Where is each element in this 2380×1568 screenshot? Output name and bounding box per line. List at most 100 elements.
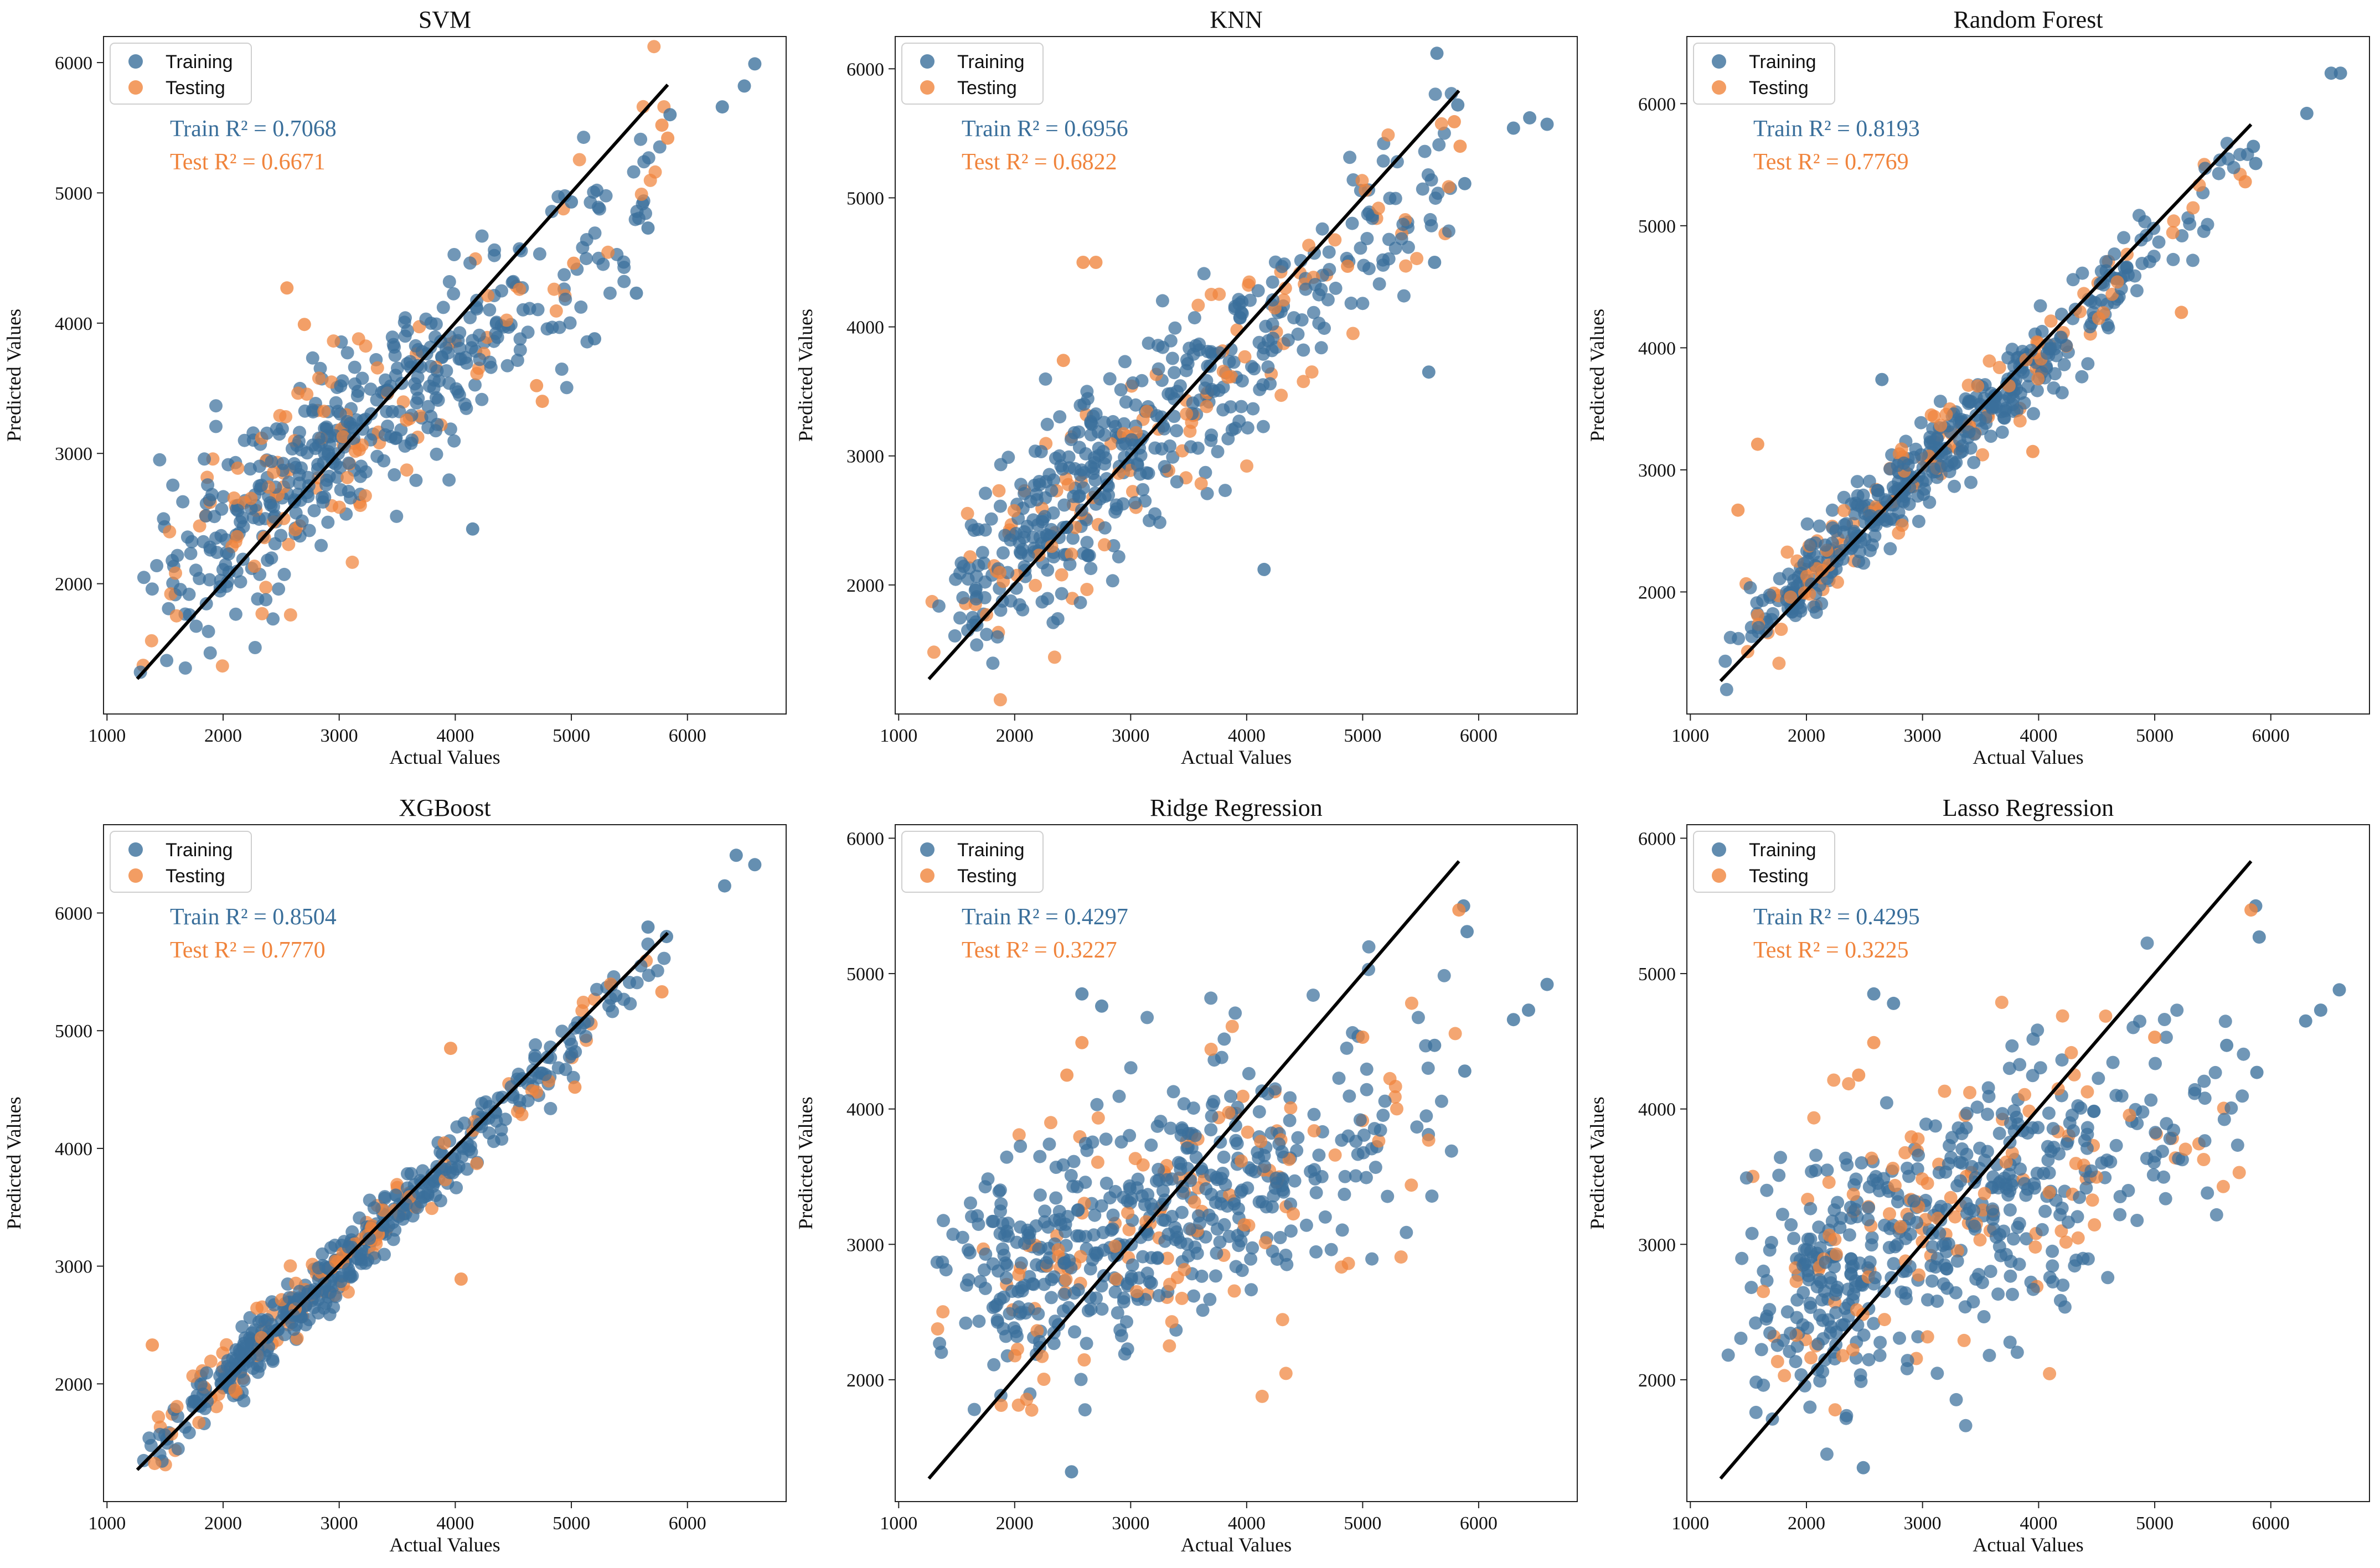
training-point bbox=[1175, 1205, 1189, 1219]
training-point bbox=[238, 433, 251, 447]
training-point bbox=[1103, 1191, 1117, 1205]
training-point bbox=[2217, 1112, 2231, 1126]
training-point bbox=[1888, 1240, 1902, 1254]
training-point bbox=[1078, 1137, 1092, 1150]
training-point bbox=[630, 976, 644, 990]
training-point bbox=[2042, 1166, 2056, 1179]
training-point bbox=[1818, 538, 1832, 552]
training-point bbox=[2078, 1134, 2092, 1147]
training-point bbox=[1855, 1156, 1868, 1169]
training-point bbox=[1136, 1250, 1150, 1264]
testing-point bbox=[169, 566, 182, 580]
testing-point bbox=[994, 1399, 1008, 1412]
legend: Training Testing bbox=[901, 831, 1044, 893]
training-point bbox=[411, 391, 425, 405]
testing-point bbox=[1780, 545, 1794, 559]
legend-testing-marker bbox=[1712, 80, 1726, 95]
legend-box bbox=[110, 831, 252, 893]
training-point bbox=[1312, 317, 1326, 330]
y-tick-label: 5000 bbox=[55, 1021, 92, 1042]
training-point bbox=[603, 286, 617, 300]
training-point bbox=[1749, 1316, 1763, 1330]
training-point bbox=[1032, 475, 1046, 488]
training-point bbox=[1899, 1292, 1913, 1306]
training-point bbox=[1911, 1162, 1924, 1176]
training-point bbox=[990, 630, 1004, 644]
testing-point bbox=[1059, 1272, 1073, 1286]
testing-point bbox=[1927, 410, 1941, 423]
training-point bbox=[1013, 598, 1026, 612]
training-point bbox=[2040, 346, 2054, 360]
training-point bbox=[1801, 1269, 1815, 1282]
training-point bbox=[1346, 1026, 1360, 1039]
chart-panel-1: SVM 1000 2000 3000 4000 5000 6000 2000 3000 4000 5… bbox=[3, 6, 787, 768]
training-point bbox=[1252, 1105, 1266, 1119]
training-point bbox=[1192, 343, 1206, 357]
training-point bbox=[1206, 1098, 1219, 1112]
testing-point bbox=[1238, 350, 1252, 364]
training-point bbox=[1750, 596, 1764, 610]
training-point bbox=[970, 638, 984, 652]
training-point bbox=[1235, 400, 1248, 413]
training-point bbox=[2013, 1058, 2027, 1072]
training-point bbox=[1204, 1123, 1218, 1137]
training-point bbox=[1057, 498, 1071, 512]
training-point bbox=[197, 535, 210, 548]
testing-point bbox=[1012, 1267, 1026, 1281]
training-point bbox=[266, 612, 280, 626]
testing-point bbox=[1056, 354, 1070, 368]
training-point bbox=[962, 1273, 975, 1287]
training-point bbox=[447, 434, 461, 448]
training-point bbox=[1259, 319, 1273, 333]
plot-area bbox=[1719, 860, 2346, 1480]
testing-point bbox=[1963, 1086, 1976, 1099]
training-point bbox=[1205, 1109, 1219, 1123]
training-point bbox=[1982, 1090, 1996, 1103]
training-point bbox=[488, 243, 502, 257]
training-point bbox=[1912, 1148, 1925, 1162]
testing-point bbox=[1867, 1036, 1881, 1049]
training-point bbox=[993, 499, 1007, 513]
y-tick-label: 3000 bbox=[1638, 460, 1676, 481]
training-point bbox=[1856, 1461, 1870, 1474]
training-point bbox=[1030, 1258, 1043, 1272]
training-point bbox=[1035, 515, 1049, 529]
training-point bbox=[1227, 355, 1241, 369]
training-point bbox=[1152, 362, 1165, 376]
testing-point bbox=[1978, 1187, 1991, 1200]
training-point bbox=[1432, 138, 1446, 152]
training-point bbox=[1954, 1174, 1968, 1188]
training-point bbox=[629, 286, 643, 300]
training-point bbox=[2250, 1065, 2264, 1079]
testing-point bbox=[1287, 1207, 1300, 1221]
testing-point bbox=[530, 1085, 544, 1099]
training-point bbox=[1458, 1064, 1472, 1078]
training-point bbox=[1245, 1283, 1258, 1297]
training-point bbox=[937, 1214, 950, 1228]
training-point bbox=[1949, 1286, 1963, 1300]
reference-line bbox=[136, 84, 669, 680]
training-point bbox=[1374, 1123, 1387, 1137]
training-point bbox=[1066, 531, 1080, 545]
training-point bbox=[1927, 462, 1941, 476]
training-point bbox=[1138, 1198, 1152, 1212]
training-point bbox=[715, 100, 729, 114]
training-point bbox=[1090, 1291, 1103, 1305]
testing-point bbox=[1025, 1403, 1039, 1417]
training-point bbox=[932, 599, 946, 613]
testing-point bbox=[1950, 1244, 1964, 1257]
training-point bbox=[1297, 343, 1310, 357]
training-point bbox=[1013, 1307, 1027, 1321]
training-point bbox=[1055, 587, 1068, 601]
x-axis-label: Actual Values bbox=[1973, 1534, 2083, 1556]
training-point bbox=[1428, 87, 1442, 101]
legend-training-marker bbox=[128, 54, 143, 69]
training-point bbox=[1872, 1184, 1886, 1198]
testing-point bbox=[192, 1416, 206, 1430]
training-point bbox=[2198, 162, 2212, 175]
training-point bbox=[231, 504, 245, 518]
testing-point bbox=[1452, 903, 1466, 917]
training-point bbox=[1081, 549, 1095, 563]
testing-point bbox=[643, 173, 657, 187]
training-point bbox=[378, 1191, 392, 1205]
